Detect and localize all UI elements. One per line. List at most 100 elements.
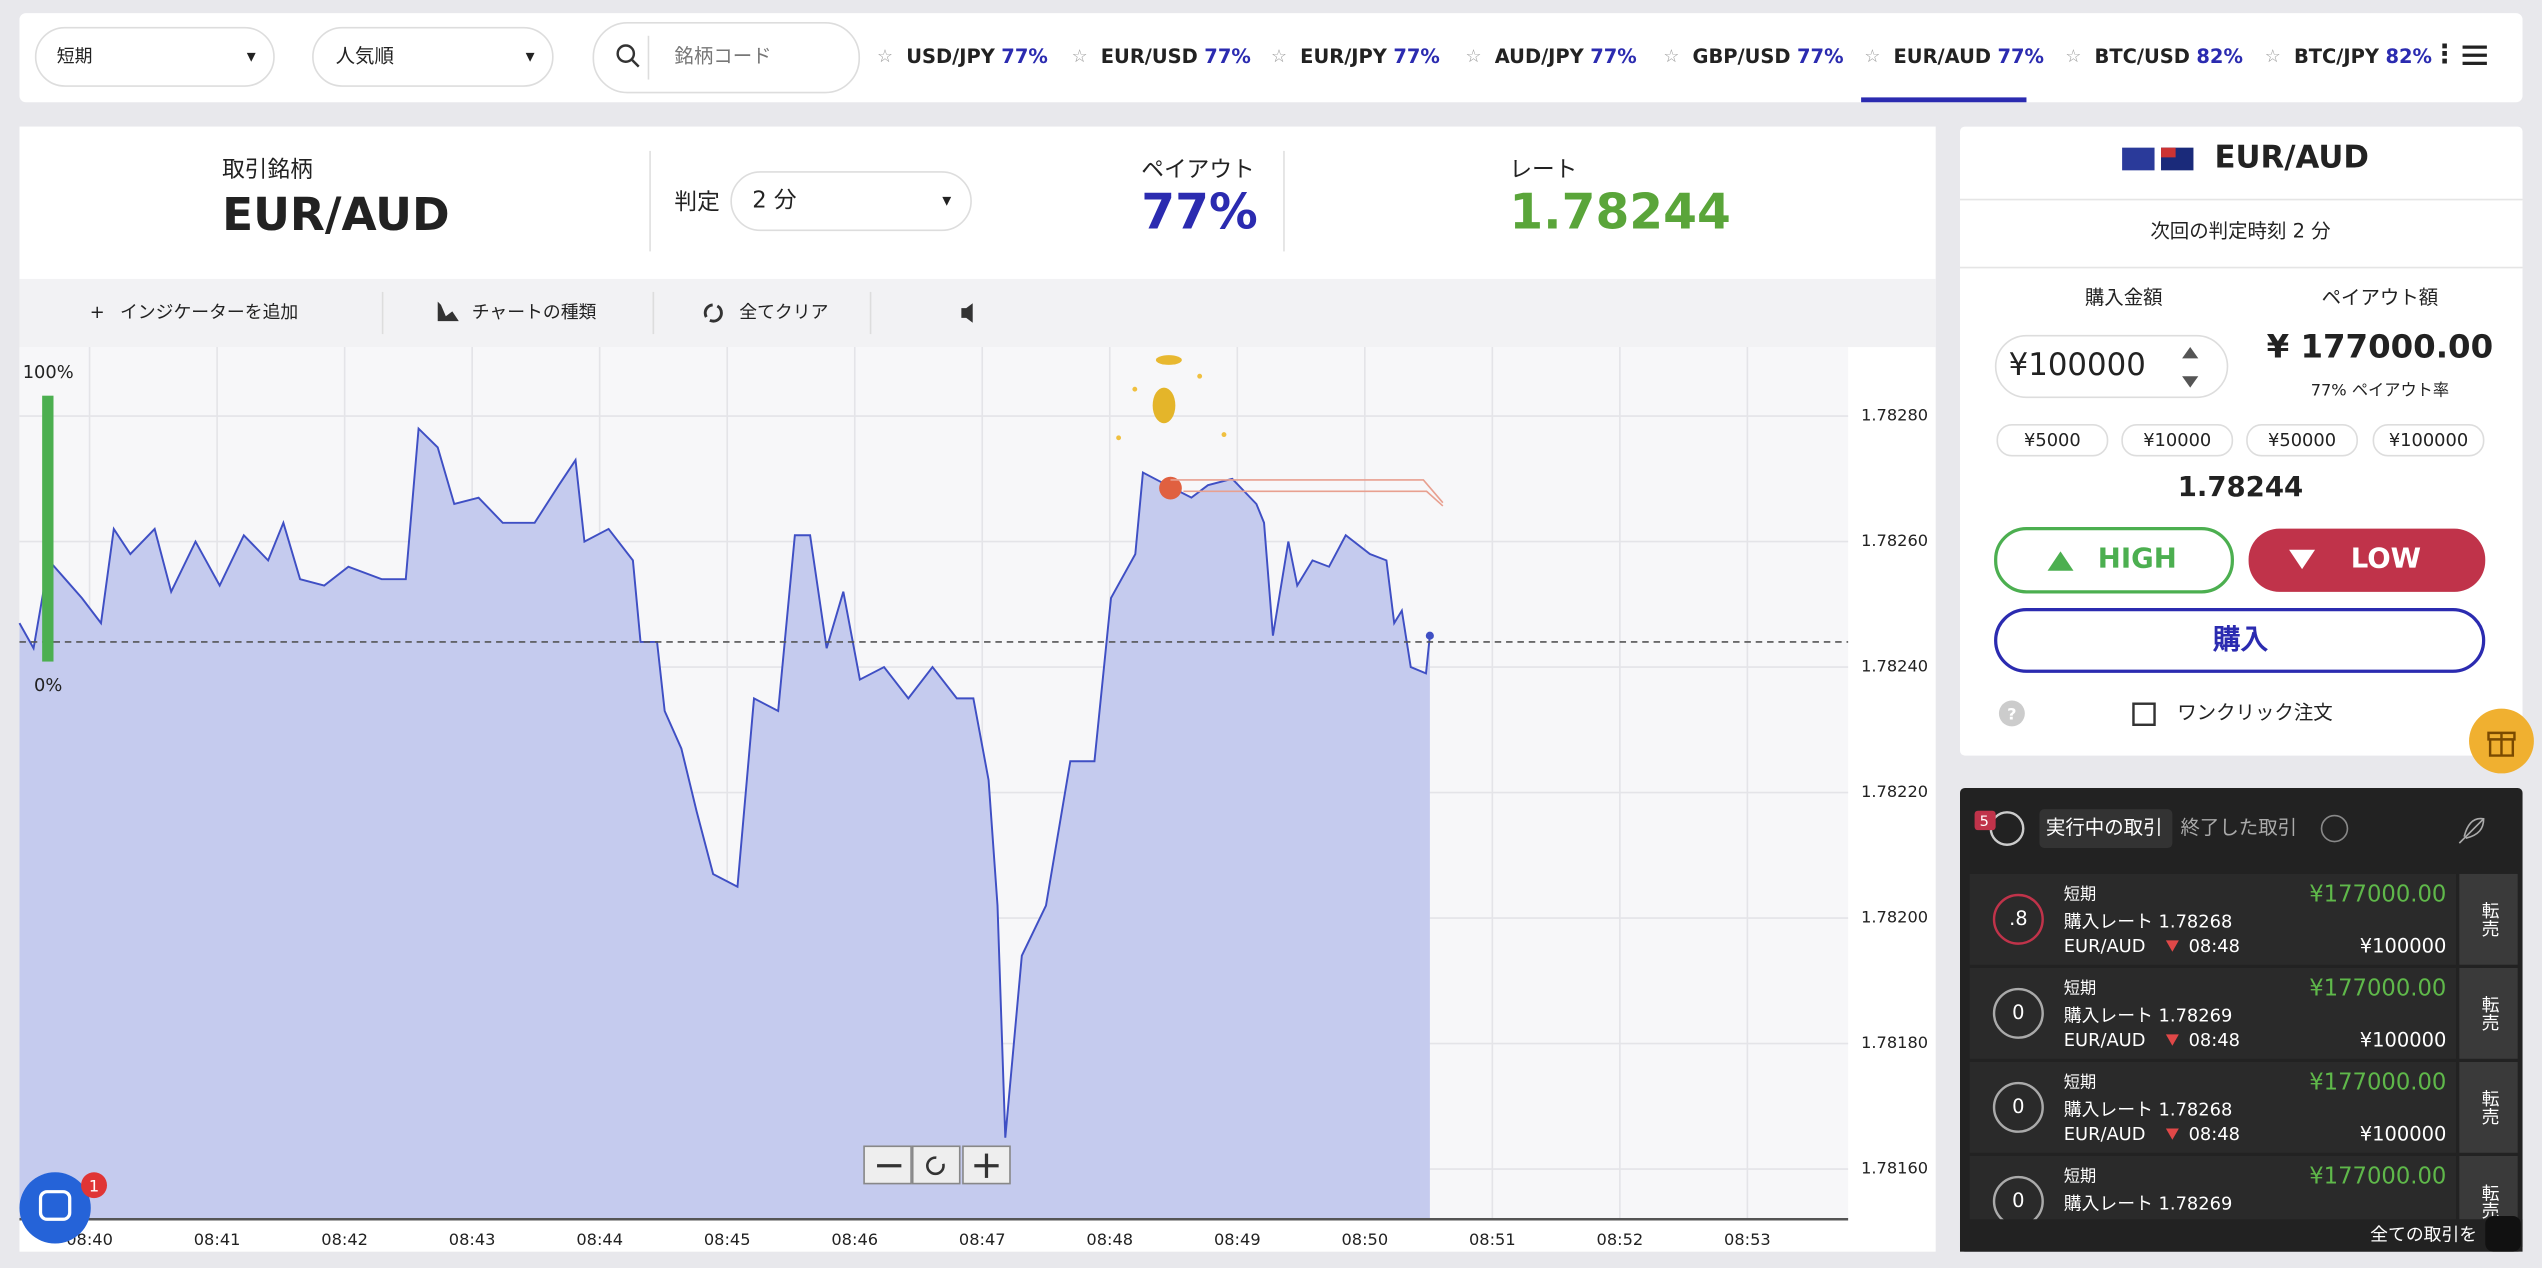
tab-pair: EUR/JPY bbox=[1300, 44, 1388, 67]
chart-type[interactable]: チャートの種類 bbox=[472, 302, 597, 323]
trade-pair: EUR/AUD bbox=[2064, 1124, 2146, 1145]
quick-amount-button[interactable] bbox=[2372, 424, 2485, 457]
trade-rate: 購入レート 1.78268 bbox=[2064, 1100, 2233, 1121]
quick-amount-label: ¥10000 bbox=[2143, 430, 2211, 451]
down-arrow bbox=[2165, 1128, 2179, 1140]
one-click-checkbox[interactable] bbox=[2132, 702, 2156, 727]
tab[interactable]: BTC/JPY 82% bbox=[2294, 44, 2432, 67]
trade-term: 短期 bbox=[2064, 885, 2096, 904]
trades-footer bbox=[1959, 1219, 2523, 1252]
chat-badge-count: 1 bbox=[89, 1176, 99, 1195]
amount-label: 購入金額 bbox=[2085, 286, 2163, 309]
y-tick-label: 1.78200 bbox=[1861, 908, 1928, 927]
buy-label: 購入 bbox=[2213, 623, 2269, 655]
badge bbox=[1974, 810, 1996, 831]
sound-icon[interactable] bbox=[961, 303, 973, 323]
high-button[interactable] bbox=[1994, 527, 2234, 594]
down-icon bbox=[2289, 549, 2316, 570]
tab-pair: BTC/USD bbox=[2095, 44, 2190, 67]
sentiment-bottom: 0% bbox=[34, 675, 62, 696]
payout-value: 77% bbox=[1141, 185, 1257, 241]
tab[interactable]: GBP/USD 77% bbox=[1693, 44, 1844, 67]
order-panel bbox=[1959, 126, 2523, 756]
quick-amount-label: ¥100000 bbox=[2389, 430, 2468, 451]
active-tab[interactable] bbox=[2039, 809, 2173, 848]
resale-button[interactable] bbox=[2459, 967, 2518, 1059]
term-select[interactable] bbox=[34, 26, 275, 87]
tab[interactable]: BTC/USD 82% bbox=[2095, 44, 2243, 67]
trade-amount: ¥100000 bbox=[2360, 1028, 2447, 1051]
tab[interactable]: EUR/JPY 77% bbox=[1300, 44, 1440, 67]
star-icon: ☆ bbox=[877, 46, 893, 67]
expiry-select[interactable] bbox=[730, 171, 972, 232]
trade-row bbox=[1969, 873, 2457, 965]
share-icon[interactable] bbox=[2320, 814, 2349, 843]
trade-rate: 購入レート 1.78269 bbox=[2064, 1006, 2233, 1027]
menu-icon[interactable] bbox=[2462, 45, 2487, 65]
x-tick-label: 08:41 bbox=[194, 1230, 241, 1249]
search-icon bbox=[616, 44, 636, 63]
trade-rate: 購入レート 1.78269 bbox=[2064, 1194, 2233, 1215]
trade-row bbox=[1969, 1061, 2457, 1153]
scan-icon[interactable] bbox=[2485, 1216, 2521, 1252]
amount-input[interactable] bbox=[1994, 334, 2229, 399]
active-tab-label: 実行中の取引 bbox=[2046, 816, 2163, 839]
buy-button[interactable] bbox=[1994, 608, 2486, 673]
quick-amount-button[interactable] bbox=[2246, 424, 2358, 457]
quick-amount-button[interactable] bbox=[1996, 424, 2109, 457]
resale-label: 転売 bbox=[2479, 995, 2500, 1031]
star-icon: ☆ bbox=[1466, 46, 1482, 67]
one-click-label: ワンクリック注文 bbox=[2177, 701, 2333, 724]
feather-icon[interactable] bbox=[2458, 817, 2485, 844]
tab[interactable]: EUR/USD 77% bbox=[1101, 44, 1251, 67]
order-rate: 1.78244 bbox=[2178, 471, 2303, 503]
x-tick-label: 08:50 bbox=[1341, 1230, 1388, 1249]
quick-amount-button[interactable] bbox=[2121, 424, 2234, 457]
tab[interactable]: EUR/AUD 77% bbox=[1894, 44, 2045, 67]
zoom-reset[interactable] bbox=[911, 1145, 961, 1185]
chat-button[interactable] bbox=[19, 1172, 91, 1244]
trade-term: 短期 bbox=[2064, 979, 2096, 998]
price-area bbox=[19, 428, 1430, 1220]
plus-icon: + bbox=[90, 302, 105, 323]
tab-payout: 82% bbox=[2385, 44, 2432, 67]
x-tick-label: 08:46 bbox=[831, 1230, 878, 1249]
resale-label: 転売 bbox=[2479, 1183, 2500, 1219]
help-icon[interactable] bbox=[1998, 700, 2025, 727]
x-tick-label: 08:51 bbox=[1469, 1230, 1516, 1249]
all-trades-link[interactable]: 全ての取引を bbox=[2370, 1224, 2477, 1245]
resale-button[interactable] bbox=[2459, 1061, 2518, 1153]
star-icon: ☆ bbox=[1271, 46, 1287, 67]
next-expiry: 次回の判定時刻 2 分 bbox=[2150, 219, 2330, 242]
add-indicator[interactable]: インジケーターを追加 bbox=[120, 302, 298, 323]
x-tick-label: 08:42 bbox=[321, 1230, 368, 1249]
sort-select-text: 人気順 bbox=[336, 44, 394, 67]
sort-select[interactable] bbox=[312, 26, 554, 87]
closed-tab-label[interactable]: 終了した取引 bbox=[2180, 816, 2297, 839]
search-box[interactable] bbox=[592, 22, 861, 94]
search-icon bbox=[631, 59, 640, 68]
timer: 0 bbox=[2012, 1001, 2024, 1024]
low-button[interactable] bbox=[2248, 528, 2486, 592]
tab-payout: 77% bbox=[1001, 44, 1048, 67]
tab[interactable]: USD/JPY 77% bbox=[906, 44, 1048, 67]
amount-value: ¥100000 bbox=[2009, 347, 2146, 383]
price-line bbox=[18, 426, 1431, 1138]
tab-payout: 77% bbox=[1998, 44, 2045, 67]
trade-term: 短期 bbox=[2064, 1167, 2096, 1186]
clear-all[interactable]: 全てクリア bbox=[739, 302, 828, 323]
y-tick-label: 1.78240 bbox=[1861, 657, 1928, 676]
quick-amount-label: ¥5000 bbox=[2024, 430, 2081, 451]
tab[interactable]: AUD/JPY 77% bbox=[1495, 44, 1637, 67]
payout-rate: 77% ペイアウト率 bbox=[2311, 380, 2449, 399]
tab-pair: AUD/JPY bbox=[1495, 44, 1585, 67]
resale-button[interactable] bbox=[2459, 873, 2518, 965]
down-arrow bbox=[2165, 1034, 2179, 1046]
x-tick-label: 08:53 bbox=[1724, 1230, 1771, 1249]
more-icon[interactable]: ⋮ bbox=[2432, 40, 2458, 70]
stepper[interactable] bbox=[2182, 347, 2199, 388]
tab-pair: GBP/USD bbox=[1693, 44, 1791, 67]
